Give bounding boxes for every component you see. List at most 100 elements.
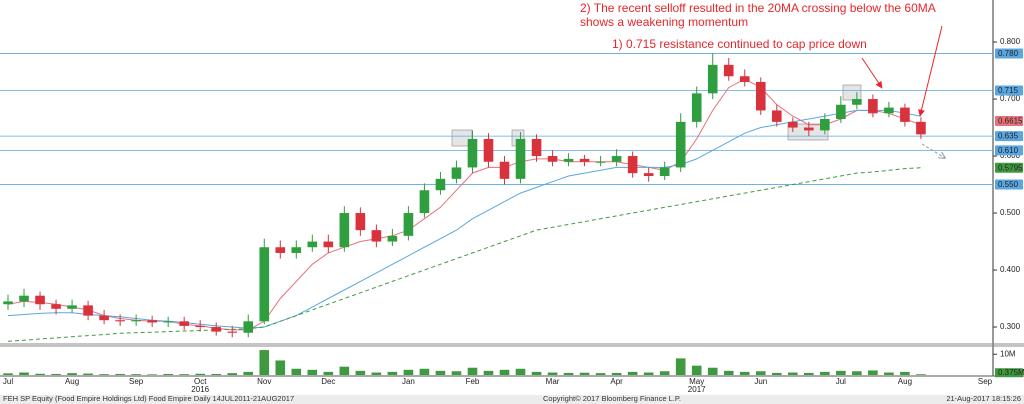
volume-bar	[643, 372, 654, 375]
volume-bar	[323, 371, 334, 375]
candle-body	[627, 156, 638, 174]
candle-body	[483, 138, 494, 162]
volume-bar	[211, 373, 222, 375]
volume-bar	[691, 365, 702, 375]
candle-body	[707, 64, 718, 94]
annotation: 2) The recent selloff resulted in the 20…	[580, 1, 936, 15]
candle-body	[852, 99, 862, 105]
y-tick-label: 0.400	[1000, 265, 1021, 274]
price-tag-label: 0.610	[998, 146, 1019, 155]
volume-bar	[659, 371, 670, 375]
candle-body	[115, 320, 125, 322]
x-tick-label: Mar	[546, 377, 560, 386]
x-year-label: 2017	[688, 385, 706, 394]
volume-bar	[51, 373, 61, 375]
candle-body	[147, 320, 157, 323]
candle-body	[771, 110, 782, 122]
candle-body	[595, 161, 606, 163]
candle-body	[916, 121, 926, 135]
volume-bar	[467, 367, 478, 375]
price-tag	[995, 145, 1023, 156]
projection-arrow	[921, 143, 945, 158]
candle-body	[291, 247, 302, 253]
annotation-arrow	[918, 25, 943, 117]
x-tick-label: Jan	[402, 377, 415, 386]
volume-bar	[820, 371, 830, 375]
candle-body	[163, 321, 173, 323]
y-tick-label: 0.300	[1000, 322, 1021, 331]
candle-body	[131, 320, 141, 322]
candle-body	[739, 76, 750, 82]
candle-body	[371, 230, 382, 242]
volume-bar	[275, 360, 286, 375]
candle-body	[19, 295, 29, 302]
candle-body	[211, 327, 222, 332]
x-tick-label: Sep	[129, 377, 144, 386]
candle-body	[691, 93, 702, 122]
x-tick-label: Dec	[321, 377, 335, 386]
volume-bar	[868, 370, 878, 375]
y-tick-label: 0.600	[1000, 151, 1021, 160]
x-tick-label: Jul	[836, 377, 846, 386]
volume-bar	[531, 371, 542, 375]
candle-body	[467, 138, 478, 168]
x-tick-label: Nov	[257, 377, 271, 386]
x-tick-label: May	[689, 377, 704, 386]
volume-bar	[916, 374, 926, 375]
volume-bar	[771, 372, 782, 375]
candle-body	[787, 121, 798, 128]
volume-bar	[563, 372, 574, 375]
x-tick-label: Apr	[610, 377, 623, 386]
candle-body	[579, 158, 590, 162]
moving-average	[7, 78, 922, 331]
footer-center: Copyright© 2017 Bloomberg Finance L.P.	[543, 394, 681, 403]
candle-body	[243, 321, 254, 333]
volume-bar	[115, 373, 125, 375]
volume-bar	[611, 372, 622, 375]
candle-body	[227, 331, 238, 333]
price-tag-label: 0.715	[998, 86, 1019, 95]
candle-body	[83, 305, 93, 316]
volume-bar	[355, 370, 366, 375]
price-tag-label: 0.6615	[998, 117, 1023, 126]
candle-body	[339, 213, 350, 248]
volume-bar	[739, 371, 750, 375]
footer-bar	[0, 395, 1024, 404]
candle-body	[900, 107, 910, 122]
candle-body	[547, 156, 558, 162]
candle-body	[868, 99, 878, 114]
x-tick-label: Aug	[65, 377, 79, 386]
volume-bar	[99, 374, 109, 375]
candle-body	[195, 325, 206, 328]
annotation: shows a weakening momentum	[580, 15, 748, 29]
volume-bar	[547, 372, 558, 375]
volume-bar	[852, 371, 862, 375]
volume-bar	[451, 371, 462, 375]
candle-body	[275, 247, 286, 253]
price-tag-label: 0.780	[998, 49, 1019, 58]
volume-bar	[243, 371, 254, 375]
volume-bar	[35, 373, 45, 375]
moving-average	[7, 167, 921, 342]
price-tag	[995, 179, 1023, 190]
candle-body	[35, 295, 45, 305]
volume-bar	[19, 372, 29, 375]
candle-body	[51, 304, 61, 309]
candle-body	[259, 247, 270, 322]
volume-tag-label: 0.375M	[998, 368, 1024, 377]
price-tag	[995, 85, 1023, 96]
candle-body	[531, 138, 542, 157]
x-tick-label: Jul	[3, 377, 13, 386]
y-tick-label: 0.500	[1000, 208, 1021, 217]
volume-bar	[627, 371, 638, 375]
candle-body	[403, 213, 414, 236]
volume-bar	[515, 368, 526, 375]
footer-right: 21-Aug-2017 18:15:26	[946, 394, 1021, 403]
candle-body	[355, 213, 366, 231]
volume-bar	[675, 358, 686, 375]
volume-bar	[195, 373, 206, 375]
volume-bar	[131, 374, 141, 375]
candle-body	[804, 127, 814, 131]
volume-bar	[291, 368, 302, 375]
